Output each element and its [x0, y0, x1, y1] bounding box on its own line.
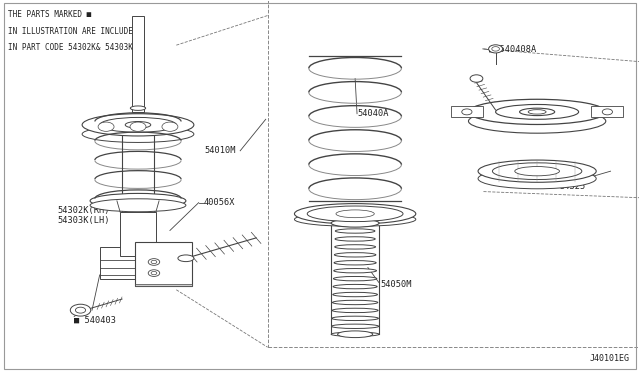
Ellipse shape [333, 292, 378, 297]
Ellipse shape [342, 211, 368, 217]
Ellipse shape [335, 245, 376, 249]
Text: ■ 540408A: ■ 540408A [489, 45, 536, 54]
Text: 54040A: 54040A [357, 109, 388, 118]
Ellipse shape [90, 193, 186, 208]
Ellipse shape [307, 206, 403, 222]
Text: 54035: 54035 [381, 213, 407, 222]
Ellipse shape [76, 307, 86, 313]
Bar [132, 16, 144, 112]
Bar [268, 0, 640, 347]
Text: J40101EG: J40101EG [589, 354, 630, 363]
Ellipse shape [294, 212, 416, 227]
Ellipse shape [333, 285, 377, 289]
Bar [135, 284, 192, 286]
Ellipse shape [468, 109, 606, 133]
Ellipse shape [336, 210, 374, 218]
Text: 54303K(LH): 54303K(LH) [57, 216, 109, 225]
Ellipse shape [488, 45, 502, 53]
Ellipse shape [148, 259, 160, 265]
Ellipse shape [333, 276, 377, 281]
Text: 54050M: 54050M [381, 280, 412, 289]
Text: ■ 540403: ■ 540403 [74, 316, 116, 325]
Ellipse shape [335, 237, 375, 241]
Ellipse shape [468, 99, 606, 125]
Ellipse shape [162, 122, 178, 131]
Text: THE PARTS MARKED ■: THE PARTS MARKED ■ [8, 10, 92, 19]
Text: IN ILLUSTRATION ARE INCLUDED: IN ILLUSTRATION ARE INCLUDED [8, 27, 138, 36]
Ellipse shape [478, 160, 596, 182]
Ellipse shape [294, 203, 416, 224]
Ellipse shape [492, 163, 582, 180]
Text: IN PART CODE 54302K& 54303K.: IN PART CODE 54302K& 54303K. [8, 43, 138, 52]
Ellipse shape [151, 260, 157, 264]
Ellipse shape [333, 269, 376, 273]
Text: 54302K(RH): 54302K(RH) [57, 206, 109, 215]
Bar [591, 106, 623, 118]
Ellipse shape [332, 324, 379, 328]
Text: 54325: 54325 [559, 182, 586, 191]
Ellipse shape [337, 331, 372, 337]
Ellipse shape [130, 122, 146, 131]
Ellipse shape [515, 167, 559, 176]
Text: 40056X: 40056X [204, 198, 236, 207]
Ellipse shape [470, 75, 483, 82]
Ellipse shape [528, 110, 546, 114]
Ellipse shape [332, 300, 378, 305]
Bar [451, 106, 483, 118]
Text: 54010M: 54010M [204, 146, 236, 155]
Ellipse shape [495, 105, 579, 119]
Ellipse shape [131, 106, 146, 110]
Ellipse shape [178, 255, 194, 262]
Ellipse shape [82, 114, 194, 136]
Ellipse shape [90, 199, 186, 212]
Ellipse shape [70, 304, 91, 316]
Bar [120, 212, 156, 256]
Ellipse shape [334, 253, 376, 257]
Text: 54320: 54320 [559, 119, 586, 128]
Ellipse shape [520, 108, 555, 116]
Ellipse shape [100, 118, 176, 132]
Ellipse shape [332, 308, 378, 312]
Bar [135, 241, 192, 286]
Ellipse shape [334, 260, 376, 265]
Ellipse shape [151, 272, 157, 275]
Bar [100, 247, 135, 279]
Ellipse shape [462, 109, 472, 115]
Ellipse shape [331, 332, 379, 336]
Ellipse shape [335, 229, 375, 233]
Ellipse shape [98, 122, 114, 131]
Ellipse shape [125, 122, 151, 128]
Ellipse shape [148, 270, 160, 276]
Ellipse shape [492, 46, 499, 51]
Ellipse shape [331, 219, 379, 227]
Ellipse shape [602, 109, 612, 115]
Ellipse shape [332, 316, 378, 321]
Ellipse shape [82, 126, 194, 142]
Ellipse shape [478, 169, 596, 189]
